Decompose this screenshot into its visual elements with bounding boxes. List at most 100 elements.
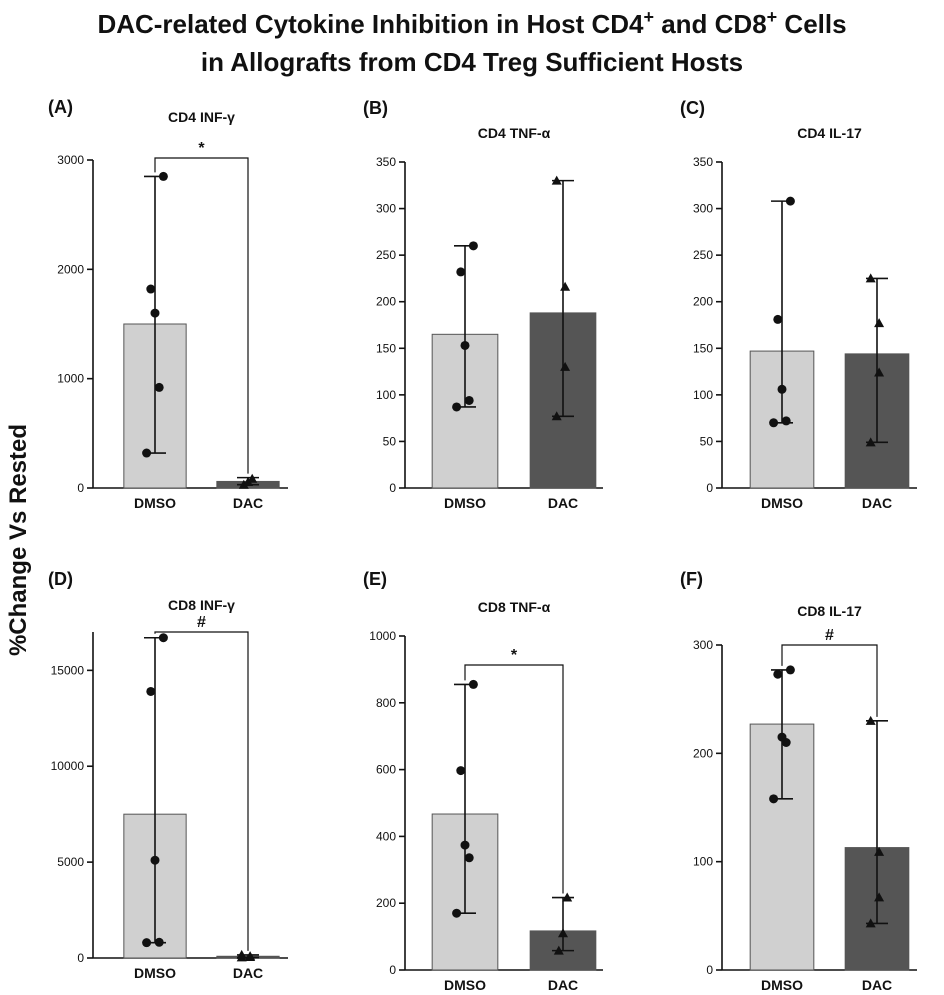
panel-title: CD8 IL-17 bbox=[797, 603, 862, 619]
significance-bracket bbox=[464, 664, 564, 894]
significance-mark: * bbox=[511, 647, 518, 664]
data-point-triangle bbox=[558, 928, 568, 938]
y-tick-label: 5000 bbox=[57, 855, 84, 869]
panel-label: (D) bbox=[48, 569, 73, 589]
data-point-circle bbox=[452, 908, 462, 918]
y-tick-label: 300 bbox=[376, 202, 396, 216]
data-point-circle bbox=[769, 418, 779, 428]
data-point-circle bbox=[781, 416, 791, 426]
data-point-triangle bbox=[874, 318, 885, 328]
y-tick-label: 200 bbox=[693, 746, 713, 760]
data-point-triangle bbox=[551, 175, 562, 185]
y-tick-label: 2000 bbox=[57, 262, 84, 276]
y-tick-label: 50 bbox=[700, 434, 714, 448]
y-tick-label: 0 bbox=[389, 481, 396, 495]
y-tick-label: 100 bbox=[693, 388, 713, 402]
y-tick-label: 0 bbox=[706, 481, 713, 495]
data-point-circle bbox=[150, 308, 160, 318]
data-point-triangle bbox=[236, 949, 247, 959]
significance-bracket bbox=[154, 157, 249, 474]
x-category-label: DMSO bbox=[134, 495, 176, 511]
significance-bracket bbox=[154, 631, 249, 951]
y-tick-label: 1000 bbox=[57, 372, 84, 386]
panel-2: (B) CD4 TNF-α 0 50 100 150 200 250 300 350 DMSO DAC bbox=[363, 98, 603, 511]
data-point-circle bbox=[460, 340, 470, 350]
data-point-triangle bbox=[865, 918, 876, 928]
x-category-label: DAC bbox=[233, 495, 263, 511]
y-tick-label: 0 bbox=[77, 951, 84, 965]
y-tick-label: 15000 bbox=[51, 663, 85, 677]
data-point-triangle bbox=[865, 273, 876, 283]
y-axis-label: %Change Vs Rested bbox=[5, 424, 32, 656]
y-tick-label: 800 bbox=[376, 696, 396, 710]
x-category-label: DMSO bbox=[134, 965, 176, 981]
data-point-circle bbox=[777, 384, 787, 394]
x-category-label: DAC bbox=[862, 495, 892, 511]
y-tick-label: 10000 bbox=[51, 759, 85, 773]
data-point-triangle bbox=[560, 281, 571, 291]
y-tick-label: 200 bbox=[376, 295, 396, 309]
data-point-circle bbox=[150, 855, 160, 865]
panel-label: (E) bbox=[363, 569, 387, 589]
data-point-circle bbox=[785, 196, 795, 206]
significance-bracket bbox=[781, 644, 878, 717]
data-point-triangle bbox=[245, 951, 256, 961]
data-point-circle bbox=[146, 284, 156, 294]
data-point-triangle bbox=[874, 367, 885, 377]
y-tick-label: 300 bbox=[693, 638, 713, 652]
data-point-triangle bbox=[865, 437, 876, 447]
panel-title: CD4 TNF-α bbox=[478, 125, 551, 141]
y-tick-label: 100 bbox=[376, 388, 396, 402]
y-tick-label: 150 bbox=[376, 341, 396, 355]
data-point-circle bbox=[777, 732, 787, 742]
data-point-triangle bbox=[247, 473, 258, 483]
data-point-circle bbox=[773, 314, 783, 324]
data-point-circle bbox=[154, 937, 164, 947]
panel-title: CD8 INF-γ bbox=[168, 597, 235, 613]
figure-title-line2: in Allografts from CD4 Treg Sufficient H… bbox=[201, 47, 743, 77]
data-point-circle bbox=[468, 241, 478, 251]
data-point-circle bbox=[456, 267, 466, 277]
panel-label: (B) bbox=[363, 98, 388, 118]
panel-label: (F) bbox=[680, 569, 703, 589]
data-point-circle bbox=[146, 686, 156, 696]
figure-title-line1: DAC-related Cytokine Inhibition in Host … bbox=[97, 7, 846, 39]
y-tick-label: 250 bbox=[376, 248, 396, 262]
data-point-triangle bbox=[562, 892, 573, 902]
y-tick-label: 150 bbox=[693, 341, 713, 355]
significance-mark: # bbox=[825, 627, 834, 644]
data-point-circle bbox=[142, 448, 152, 458]
data-point-triangle bbox=[551, 411, 562, 421]
data-point-circle bbox=[142, 938, 152, 948]
y-tick-label: 1000 bbox=[369, 629, 396, 643]
y-tick-label: 0 bbox=[706, 963, 713, 977]
data-point-triangle bbox=[560, 361, 571, 371]
data-point-triangle bbox=[238, 479, 249, 489]
y-tick-label: 200 bbox=[693, 295, 713, 309]
y-tick-label: 50 bbox=[383, 434, 397, 448]
y-tick-label: 200 bbox=[376, 896, 396, 910]
data-point-circle bbox=[468, 679, 478, 689]
panel-1: (A) CD4 INF-γ 0 1000 2000 3000 DMSO DAC * bbox=[48, 97, 288, 511]
data-point-circle bbox=[452, 402, 462, 412]
x-category-label: DAC bbox=[548, 977, 578, 993]
x-category-label: DMSO bbox=[761, 977, 803, 993]
panel-label: (A) bbox=[48, 97, 73, 117]
data-point-triangle bbox=[865, 715, 876, 725]
x-category-label: DAC bbox=[233, 965, 263, 981]
data-point-circle bbox=[158, 171, 168, 181]
panel-title: CD4 IL-17 bbox=[797, 125, 862, 141]
y-tick-label: 250 bbox=[693, 248, 713, 262]
panel-5: (E) CD8 TNF-α 0 200 400 600 800 1000 DMSO DAC * bbox=[363, 569, 603, 993]
data-point-triangle bbox=[874, 892, 885, 902]
data-point-circle bbox=[769, 794, 779, 804]
y-tick-label: 300 bbox=[693, 202, 713, 216]
data-point-circle bbox=[464, 853, 474, 863]
y-tick-label: 400 bbox=[376, 829, 396, 843]
x-category-label: DAC bbox=[548, 495, 578, 511]
x-category-label: DMSO bbox=[444, 495, 486, 511]
y-tick-label: 3000 bbox=[57, 153, 84, 167]
y-tick-label: 0 bbox=[77, 481, 84, 495]
